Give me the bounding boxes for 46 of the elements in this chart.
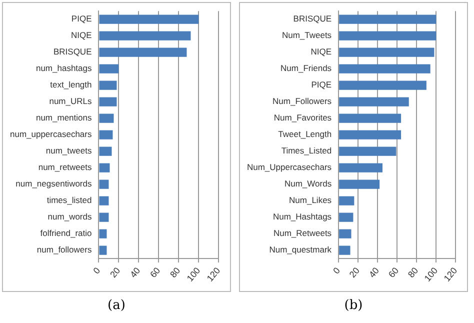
x-tick-label: 80	[168, 265, 182, 280]
text: (b)	[343, 298, 364, 313]
y-tick-label: Tweet_Length	[278, 129, 332, 140]
x-tick-label: 20	[108, 265, 122, 280]
y-tick-label: Num_Uppercasechars	[246, 162, 332, 172]
x-tick-label: 120	[204, 265, 222, 284]
y-tick-label: num_retweets	[38, 162, 92, 172]
x-tick-label: 60	[148, 265, 162, 280]
x-tick-label: 20	[347, 265, 362, 280]
x-tick-label: 80	[406, 265, 420, 280]
y-tick-label: Num_Words	[284, 178, 332, 189]
y-tick-label: Num_Retweets	[273, 228, 332, 238]
y-tick-label: num_words	[48, 212, 92, 222]
y-tick-label: Num_Favorites	[274, 112, 332, 123]
x-tick-label: 100	[422, 265, 440, 284]
x-tick-label: 60	[386, 265, 401, 280]
y-tick-label: num_negsentiwords	[16, 178, 92, 189]
x-tick-label: 120	[442, 265, 460, 284]
x-tick-label: 100	[184, 265, 202, 284]
x-tick-label: 40	[128, 265, 142, 280]
y-tick-label: num_mentions	[36, 112, 92, 123]
y-tick-label: folfriend_ratio	[40, 228, 92, 238]
x-tick-label: 0	[331, 265, 342, 276]
y-tick-label: NIQE	[70, 30, 92, 40]
y-tick-label: PIQE	[311, 80, 332, 90]
y-tick-label: Num_Friends	[280, 63, 332, 74]
y-tick-label: Num_Likes	[289, 195, 332, 206]
y-tick-label: num_uppercasechars	[10, 129, 92, 140]
y-tick-label: num_tweets	[46, 146, 92, 156]
y-tick-label: Num_Hashtags	[272, 212, 332, 222]
y-tick-label: NIQE	[310, 46, 332, 57]
y-tick-label: BRISQUE	[293, 14, 332, 24]
y-tick-label: num_hashtags	[36, 63, 92, 74]
y-tick-label: num_followers	[36, 244, 92, 255]
x-tick-label: 40	[366, 265, 382, 280]
y-tick-label: Num_questmark	[269, 244, 332, 255]
x-tick-label: 0	[91, 265, 102, 276]
y-tick-label: Num_Followers	[272, 96, 332, 106]
y-tick-label: Times_Listed	[281, 146, 332, 156]
y-tick-label: Num_Tweets	[282, 30, 332, 40]
y-tick-label: PIQE	[71, 14, 92, 24]
y-tick-label: times_listed	[46, 195, 92, 206]
text: (a)	[106, 298, 126, 313]
y-tick-label: text_length	[50, 80, 92, 90]
y-tick-label: BRISQUE	[53, 46, 92, 57]
y-tick-label: num_URLs	[49, 96, 92, 106]
